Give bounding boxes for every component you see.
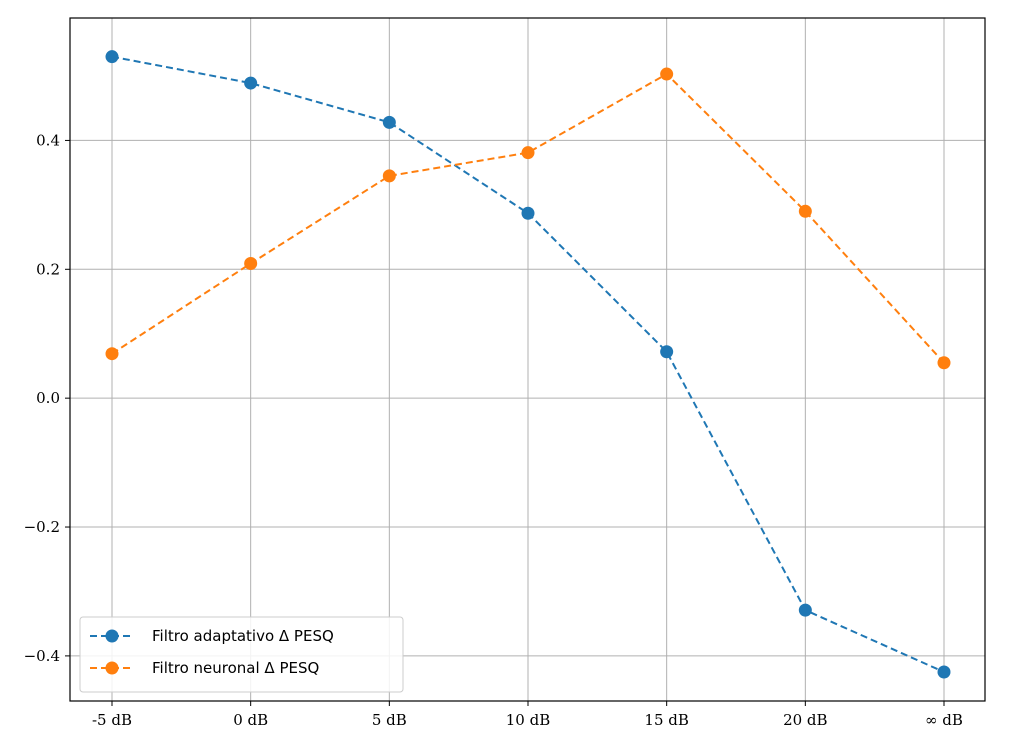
x-tick-label: -5 dB xyxy=(92,711,132,729)
data-point xyxy=(798,204,812,218)
data-point xyxy=(937,356,951,370)
y-tick-label: −0.2 xyxy=(24,518,60,536)
data-point xyxy=(382,115,396,129)
series-2 xyxy=(105,67,951,370)
axis-ticks: -5 dB 0 dB 5 dB 10 dB 15 dB 20 dB ∞ dB −0.4 −0.2… xyxy=(24,131,963,729)
data-point xyxy=(660,345,674,359)
data-point xyxy=(798,603,812,617)
x-tick-label: 15 dB xyxy=(644,711,688,729)
series-layer xyxy=(105,50,951,679)
x-tick-label: 10 dB xyxy=(506,711,550,729)
legend-marker xyxy=(105,629,119,643)
data-point xyxy=(105,347,119,361)
data-point xyxy=(937,665,951,679)
x-tick-label: ∞ dB xyxy=(925,711,963,729)
data-point xyxy=(244,256,258,270)
y-tick-label: −0.4 xyxy=(24,647,60,665)
legend: Filtro adaptativo Δ PESQ Filtro neuronal … xyxy=(79,616,404,693)
series-1 xyxy=(105,50,951,679)
data-point xyxy=(660,67,674,81)
legend-marker xyxy=(105,661,119,675)
x-tick-label: 5 dB xyxy=(372,711,407,729)
y-tick-label: 0.0 xyxy=(36,389,60,407)
y-tick-label: 0.4 xyxy=(36,131,60,149)
data-point xyxy=(105,50,119,64)
data-point xyxy=(521,206,535,220)
legend-box xyxy=(79,616,404,693)
legend-label: Filtro adaptativo Δ PESQ xyxy=(152,627,334,645)
legend-item-1: Filtro adaptativo Δ PESQ xyxy=(90,627,334,645)
legend-label: Filtro neuronal Δ PESQ xyxy=(152,659,319,677)
data-point xyxy=(382,169,396,183)
legend-item-2: Filtro neuronal Δ PESQ xyxy=(90,659,319,677)
y-tick-label: 0.2 xyxy=(36,260,60,278)
data-point xyxy=(244,76,258,90)
data-point xyxy=(521,146,535,160)
x-tick-label: 0 dB xyxy=(233,711,268,729)
x-tick-label: 20 dB xyxy=(783,711,827,729)
